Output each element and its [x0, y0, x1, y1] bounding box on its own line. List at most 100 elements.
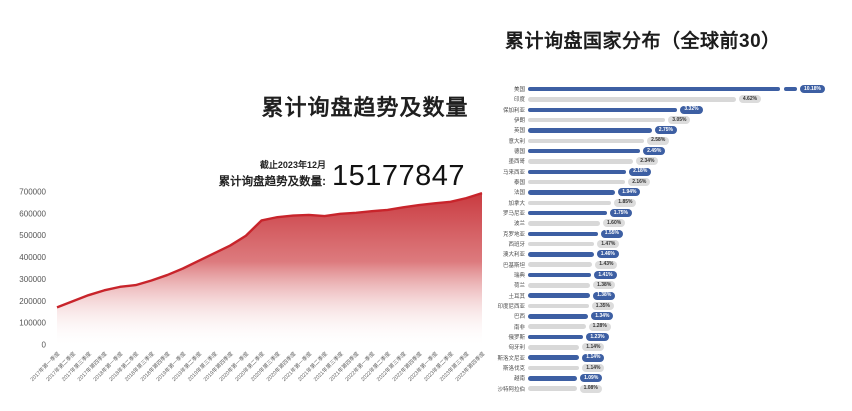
country-bar: [528, 210, 607, 216]
value-badge: 1.55%: [600, 229, 623, 238]
country-row: 斯洛伐克 1.14%: [495, 363, 852, 373]
country-row: 泰国 2.16%: [495, 177, 852, 187]
country-bar: [528, 107, 678, 113]
value-badge: 1.41%: [594, 271, 617, 280]
value-badge: 1.35%: [591, 302, 614, 311]
trend-chart-title: 累计询盘趋势及数量: [261, 95, 469, 120]
stat-label: 累计询盘趋势及数量:: [218, 176, 326, 188]
value-badge: 1.46%: [596, 250, 619, 259]
country-label: 斯洛伐克: [502, 366, 525, 373]
country-row: 沙特阿拉伯 1.08%: [495, 384, 852, 394]
country-bars: 美国 10.18% 印度 4.62% 保加利亚 3.32% 伊朗 3.05% 英国 2.75% 意大…: [495, 84, 852, 394]
country-label: 匈牙利: [508, 345, 525, 352]
country-row: 波兰 1.60%: [495, 218, 852, 228]
value-badge: 1.60%: [603, 219, 626, 228]
country-label: 英国: [513, 128, 525, 135]
value-badge: 2.58%: [647, 136, 670, 145]
country-row: 南非 1.28%: [495, 322, 852, 332]
country-bar: [528, 386, 577, 391]
value-badge: 1.09%: [580, 374, 603, 383]
country-row: 德国 2.49%: [495, 146, 852, 156]
country-label: 加拿大: [508, 200, 525, 207]
y-tick-label: 300000: [19, 275, 46, 284]
y-tick-label: 100000: [19, 319, 46, 328]
country-bar: [528, 138, 645, 144]
value-badge: 1.34%: [591, 312, 614, 321]
value-badge: 1.14%: [582, 364, 605, 373]
value-badge: 1.43%: [595, 260, 618, 269]
country-bar: [528, 252, 594, 257]
country-row: 英国 2.75%: [495, 125, 852, 135]
country-row: 俄罗斯 1.23%: [495, 332, 852, 342]
country-label: 俄罗斯: [508, 335, 525, 342]
y-tick-label: 700000: [19, 188, 46, 197]
country-label: 斯洛文尼亚: [497, 355, 525, 362]
country-label: 马来西亚: [502, 169, 525, 176]
country-label: 澳大利亚: [502, 252, 525, 259]
country-row: 匈牙利 1.14%: [495, 342, 852, 352]
country-row: 罗马尼亚 1.75%: [495, 208, 852, 218]
value-badge: 2.16%: [628, 178, 651, 187]
country-chart-panel: 累计询盘国家分布（全球前30） 美国 10.18% 印度 4.62% 保加利亚 3.32%…: [495, 0, 852, 411]
country-chart-title: 累计询盘国家分布（全球前30）: [505, 31, 781, 52]
country-label: 南非: [513, 324, 525, 331]
country-row: 巴基斯坦 1.43%: [495, 260, 852, 270]
value-badge: 2.18%: [629, 167, 652, 176]
country-label: 罗马尼亚: [502, 211, 525, 218]
country-label: 印度尼西亚: [497, 304, 525, 311]
country-bar: [528, 345, 580, 350]
value-badge: 1.47%: [597, 240, 620, 249]
value-badge: 10.18%: [800, 85, 825, 94]
country-label: 法国: [513, 190, 525, 197]
y-tick-label: 200000: [19, 297, 46, 306]
country-bar: [528, 241, 595, 247]
country-row: 西班牙 1.47%: [495, 239, 852, 249]
country-label: 德国: [513, 149, 525, 156]
value-badge: 1.85%: [614, 198, 637, 207]
country-bar: [528, 86, 780, 92]
country-row: 印度 4.62%: [495, 94, 852, 104]
country-row: 保加利亚 3.32%: [495, 105, 852, 115]
cumulative-stat: 截止2023年12月 累计询盘趋势及数量: 15177847: [219, 158, 465, 191]
country-bar: [528, 97, 736, 102]
country-label: 土耳其: [508, 293, 525, 300]
country-bar: [528, 293, 591, 298]
country-bar: [528, 262, 593, 267]
country-row: 加拿大 1.85%: [495, 198, 852, 208]
country-bar: [528, 159, 634, 164]
value-badge: 3.05%: [668, 116, 691, 125]
value-badge: 2.75%: [654, 126, 677, 135]
country-label: 越南: [513, 376, 525, 383]
country-label: 巴西: [513, 314, 525, 321]
value-badge: 1.14%: [582, 343, 605, 352]
y-tick-label: 600000: [19, 209, 46, 218]
country-label: 西班牙: [508, 242, 525, 249]
value-badge: 1.38%: [593, 291, 616, 300]
country-row: 马来西亚 2.18%: [495, 167, 852, 177]
axis-break-bar-stub: [784, 86, 797, 92]
area-series-fill: [57, 193, 482, 345]
country-bar: [528, 355, 580, 360]
country-bar: [528, 148, 641, 154]
country-bar: [528, 231, 598, 236]
country-label: 巴基斯坦: [502, 262, 525, 269]
country-label: 克罗地亚: [502, 231, 525, 238]
value-badge: 4.62%: [738, 95, 762, 104]
country-bar: [528, 221, 600, 226]
country-label: 泰国: [513, 180, 525, 187]
country-bar: [528, 128, 652, 133]
value-badge: 1.14%: [582, 353, 605, 362]
country-row: 土耳其 1.38%: [495, 291, 852, 301]
value-badge: 1.28%: [588, 322, 611, 331]
country-bar: [528, 324, 586, 329]
value-badge: 2.49%: [643, 147, 666, 156]
value-badge: 2.34%: [636, 157, 659, 166]
country-row: 瑞典 1.41%: [495, 270, 852, 280]
country-bar: [528, 190, 616, 195]
country-row: 美国 10.18%: [495, 84, 852, 94]
country-row: 伊朗 3.05%: [495, 115, 852, 125]
country-row: 意大利 2.58%: [495, 136, 852, 146]
country-bar: [528, 117, 666, 123]
country-row: 墨西哥 2.34%: [495, 156, 852, 166]
